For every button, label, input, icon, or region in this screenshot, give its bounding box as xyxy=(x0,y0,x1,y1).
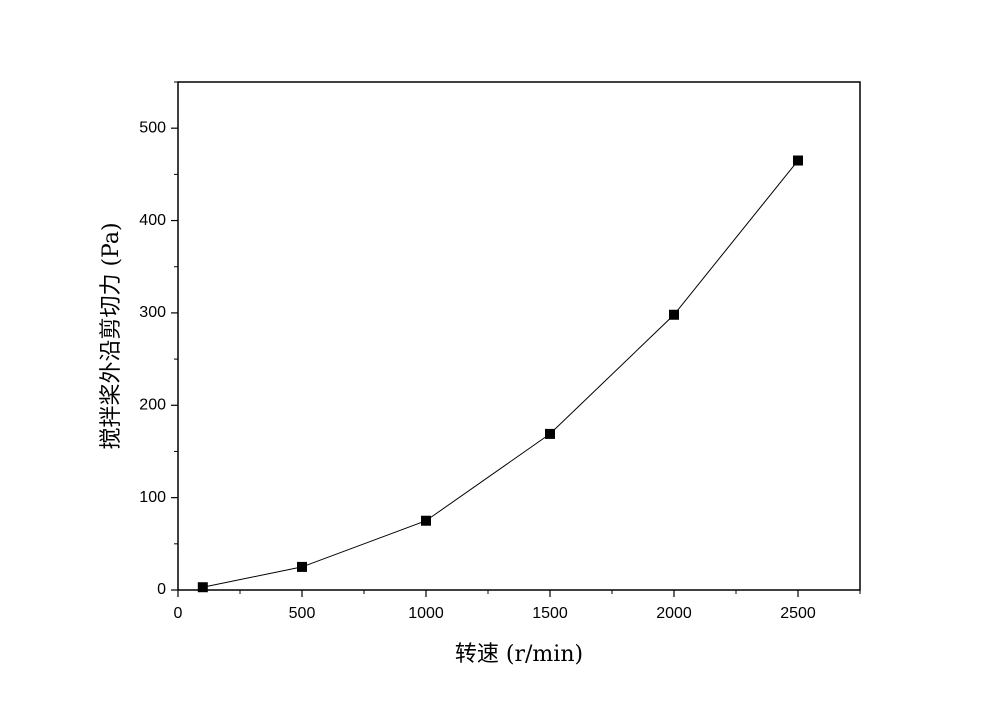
x-tick-label: 2500 xyxy=(780,605,816,622)
x-tick-label: 1500 xyxy=(532,605,568,622)
y-tick-label: 0 xyxy=(157,581,166,598)
marker xyxy=(421,515,431,526)
series-line xyxy=(202,160,799,588)
y-axis-title: 搅拌桨外沿剪切力 (Pa) xyxy=(99,222,124,449)
marker xyxy=(545,428,555,439)
y-tick-label: 100 xyxy=(139,489,166,506)
y-tick-label: 300 xyxy=(139,304,166,321)
x-tick-label: 0 xyxy=(174,605,183,622)
x-tick-label: 2000 xyxy=(656,605,692,622)
plot-frame xyxy=(177,81,861,591)
marker xyxy=(197,582,208,593)
y-tick-label: 200 xyxy=(139,396,166,413)
y-tick-label: 500 xyxy=(139,119,166,136)
y-tick-label: 400 xyxy=(139,212,166,229)
x-axis-title: 转速 (r/min) xyxy=(455,642,583,667)
marker xyxy=(297,561,307,572)
x-tick-label: 500 xyxy=(289,605,316,622)
x-tick-label: 1000 xyxy=(408,605,444,622)
marker xyxy=(793,155,803,166)
marker xyxy=(669,309,679,320)
